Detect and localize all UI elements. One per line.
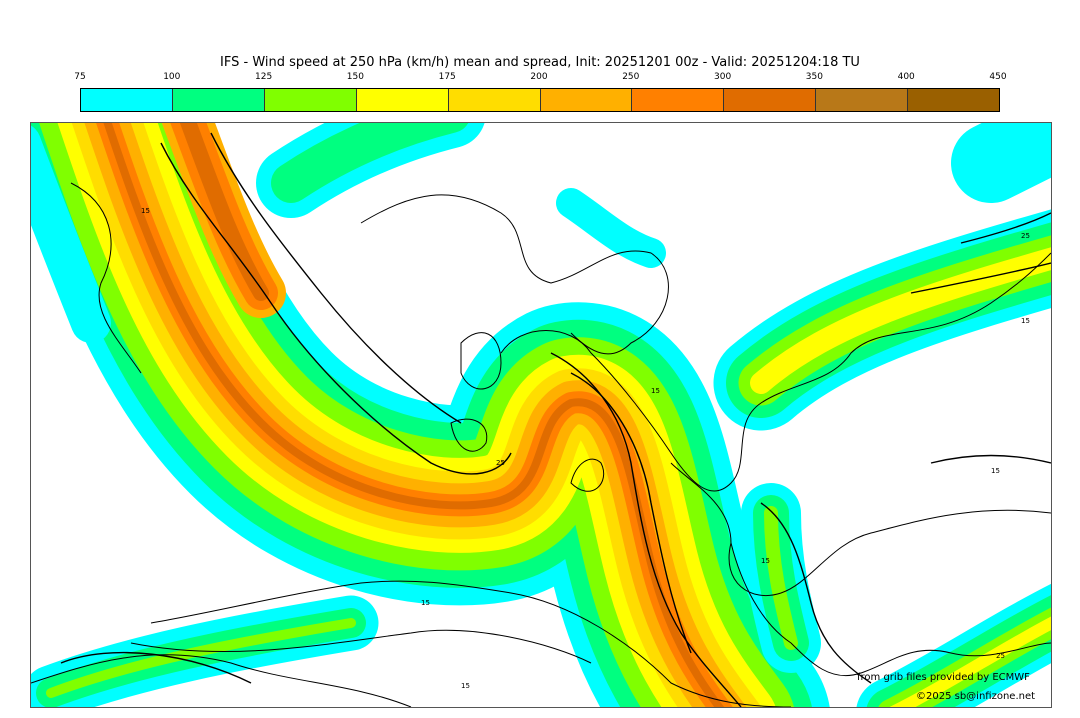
legend-swatch <box>908 89 1000 111</box>
wind-speed-band <box>750 247 1051 394</box>
wind-speed-band <box>764 506 798 650</box>
wind-speed-band <box>271 123 469 203</box>
contour-label: 15 <box>991 467 1000 475</box>
contour-label: 15 <box>421 599 430 607</box>
legend-tick: 75 <box>74 72 86 82</box>
legend-tick: 200 <box>530 72 548 82</box>
wind-speed-band <box>46 618 356 698</box>
legend-tick: 300 <box>714 72 732 82</box>
contour-label: 15 <box>651 387 660 395</box>
contour-label: 25 <box>996 652 1005 660</box>
map-canvas: 15 25 15 15 15 25 15 15 25 15 <box>31 123 1051 707</box>
legend-tick: 400 <box>897 72 915 82</box>
wind-speed-map[interactable]: 15 25 15 15 15 25 15 15 25 15 <box>30 122 1052 708</box>
wind-speed-band <box>951 123 1051 203</box>
legend-swatch <box>81 89 173 111</box>
wind-speed-band <box>556 188 666 268</box>
legend-swatch <box>540 89 633 111</box>
color-legend: 75 100 125 150 175 200 250 300 350 400 450 <box>60 72 1020 114</box>
wind-speed-band <box>31 125 111 343</box>
copyright-credit: ©2025 sb@infizone.net <box>916 691 1036 702</box>
contour-label: 25 <box>1021 232 1030 240</box>
legend-swatch <box>448 89 541 111</box>
legend-tick: 350 <box>805 72 823 82</box>
coastlines <box>31 182 1051 707</box>
legend-swatch <box>264 89 357 111</box>
legend-swatch <box>172 89 265 111</box>
legend-colorbar <box>80 88 1000 112</box>
map-title: IFS - Wind speed at 250 hPa (km/h) mean … <box>220 55 860 70</box>
legend-swatch <box>724 89 817 111</box>
contour-label: 15 <box>141 207 150 215</box>
legend-swatch <box>632 89 725 111</box>
data-source-credit: from grib files provided by ECMWF <box>857 672 1030 683</box>
legend-tick: 250 <box>622 72 640 82</box>
contour-label: 15 <box>461 682 470 690</box>
contour-label: 25 <box>496 459 505 467</box>
contour-labels: 15 25 15 15 15 25 15 15 25 15 <box>141 207 1030 690</box>
legend-tick: 175 <box>438 72 456 82</box>
wind-speed-band <box>889 616 1051 707</box>
legend-tick: 125 <box>255 72 273 82</box>
legend-swatch <box>356 89 449 111</box>
legend-tick: 450 <box>989 72 1007 82</box>
isotachs <box>60 132 1051 707</box>
legend-tick: 100 <box>163 72 181 82</box>
legend-swatch <box>816 89 909 111</box>
contour-label: 15 <box>1021 317 1030 325</box>
legend-tick: 150 <box>346 72 364 82</box>
contour-label: 15 <box>761 557 770 565</box>
